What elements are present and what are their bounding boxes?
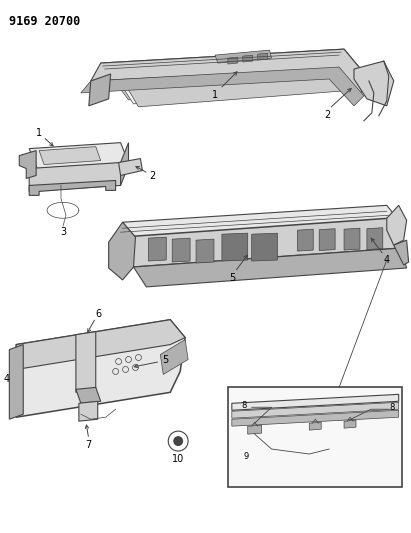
Text: 10: 10 xyxy=(172,454,184,464)
Polygon shape xyxy=(76,332,96,392)
Polygon shape xyxy=(248,425,262,434)
Polygon shape xyxy=(258,53,268,60)
Polygon shape xyxy=(79,401,98,421)
Polygon shape xyxy=(134,248,406,287)
Polygon shape xyxy=(111,59,357,100)
Text: 1: 1 xyxy=(212,90,218,100)
Polygon shape xyxy=(387,205,406,245)
Polygon shape xyxy=(120,218,401,267)
Polygon shape xyxy=(232,402,399,418)
Polygon shape xyxy=(243,55,253,62)
Text: 6: 6 xyxy=(96,309,102,319)
Text: 5: 5 xyxy=(229,273,235,283)
Polygon shape xyxy=(91,49,369,96)
Polygon shape xyxy=(29,143,129,168)
Polygon shape xyxy=(232,394,399,410)
Polygon shape xyxy=(9,345,23,419)
Text: 3: 3 xyxy=(60,227,66,237)
Polygon shape xyxy=(89,74,111,106)
Circle shape xyxy=(173,436,183,446)
Text: 9169 20700: 9169 20700 xyxy=(9,15,81,28)
Polygon shape xyxy=(196,239,214,263)
Text: 1: 1 xyxy=(36,128,42,138)
Text: 5: 5 xyxy=(162,354,169,365)
Text: 9: 9 xyxy=(243,451,248,461)
Polygon shape xyxy=(39,147,101,165)
Text: 2: 2 xyxy=(324,110,330,120)
Polygon shape xyxy=(19,151,36,179)
Text: 7: 7 xyxy=(85,440,92,450)
Polygon shape xyxy=(16,320,185,369)
Polygon shape xyxy=(222,233,248,261)
Polygon shape xyxy=(228,57,238,64)
Polygon shape xyxy=(76,387,101,403)
Polygon shape xyxy=(120,143,129,185)
Polygon shape xyxy=(344,420,356,428)
Text: 4: 4 xyxy=(384,255,390,265)
Text: 8: 8 xyxy=(389,403,395,412)
Polygon shape xyxy=(160,340,188,375)
Polygon shape xyxy=(29,181,115,196)
Polygon shape xyxy=(354,61,394,106)
Polygon shape xyxy=(109,222,136,280)
Polygon shape xyxy=(125,68,343,107)
Polygon shape xyxy=(119,158,143,175)
Polygon shape xyxy=(319,229,335,251)
Polygon shape xyxy=(122,205,399,237)
Polygon shape xyxy=(16,320,185,417)
Polygon shape xyxy=(232,410,399,426)
Polygon shape xyxy=(101,49,369,91)
Polygon shape xyxy=(215,50,272,63)
Polygon shape xyxy=(29,163,120,191)
Polygon shape xyxy=(119,64,349,104)
Polygon shape xyxy=(367,228,383,249)
Polygon shape xyxy=(394,240,409,265)
Polygon shape xyxy=(81,67,364,106)
Text: 8: 8 xyxy=(241,401,247,410)
Polygon shape xyxy=(252,233,277,261)
Polygon shape xyxy=(309,422,321,430)
Text: 2: 2 xyxy=(149,172,155,181)
Text: 4: 4 xyxy=(3,374,9,384)
Bar xyxy=(228,387,402,487)
Polygon shape xyxy=(148,237,166,261)
Polygon shape xyxy=(172,238,190,262)
Polygon shape xyxy=(298,229,313,251)
Polygon shape xyxy=(344,228,360,250)
